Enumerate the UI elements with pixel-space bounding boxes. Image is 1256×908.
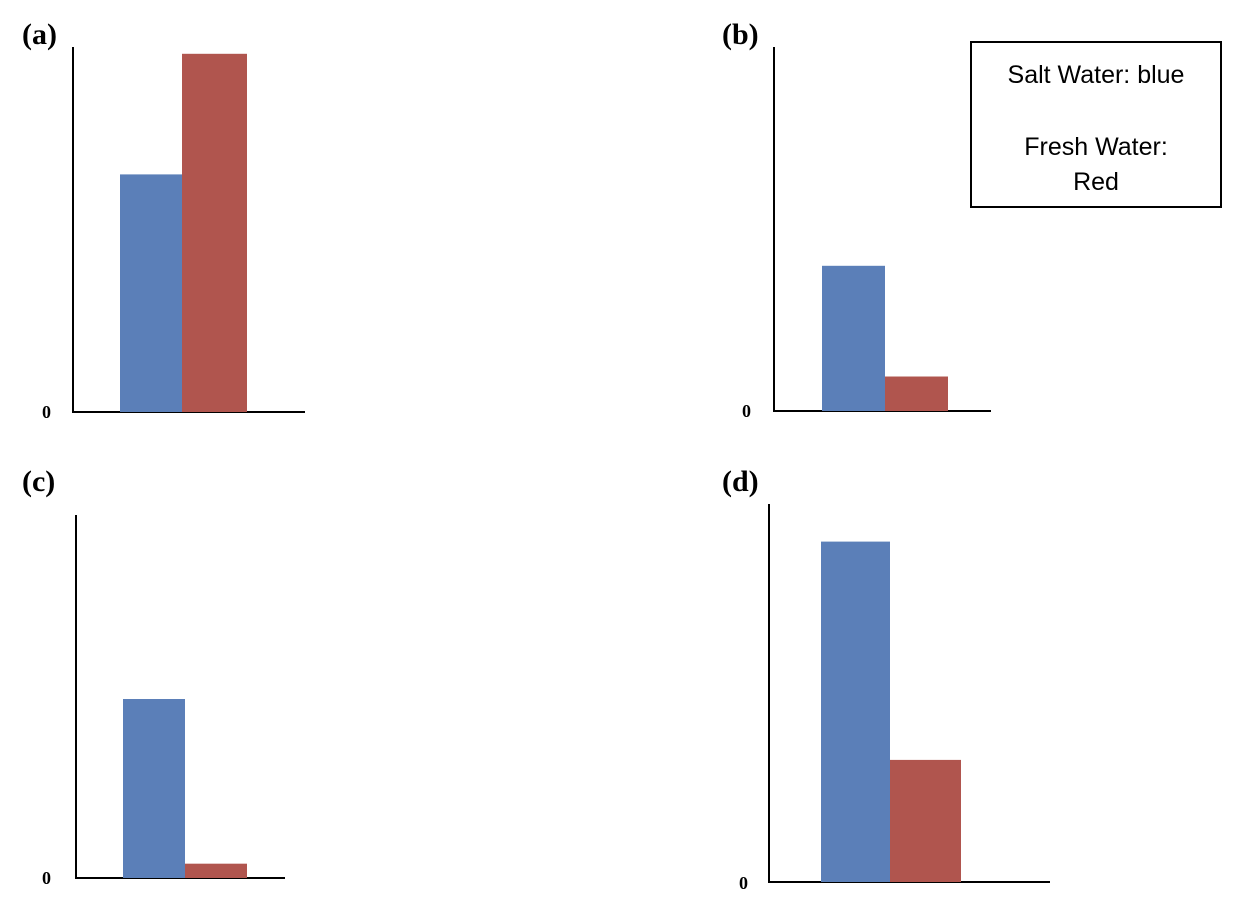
panel-label-c: (c) xyxy=(22,465,55,498)
panel-label-a: (a) xyxy=(22,18,57,51)
zero-tick-label-c: 0 xyxy=(42,868,51,888)
panel-label-b: (b) xyxy=(722,18,759,51)
panel-label-d: (d) xyxy=(722,465,759,498)
bar-d-fresh-water xyxy=(890,759,961,882)
bar-b-salt-water xyxy=(822,265,885,411)
panel-b: (b) 0 xyxy=(722,18,991,421)
legend-salt-water: Salt Water: blue xyxy=(1007,61,1185,89)
zero-tick-label-b: 0 xyxy=(742,401,751,421)
bars-b xyxy=(822,265,948,411)
bars-c xyxy=(123,699,247,878)
legend-fresh-water: Fresh Water: Red xyxy=(972,130,1220,200)
legend-fresh-water-line2: Red xyxy=(1073,168,1119,196)
bars-d xyxy=(821,541,961,882)
panel-d: (d) 0 xyxy=(722,465,1050,893)
bar-a-fresh-water xyxy=(182,53,247,413)
bars-a xyxy=(120,53,247,413)
bar-c-salt-water xyxy=(123,699,185,878)
legend-fresh-water-line1: Fresh Water: xyxy=(1024,133,1168,161)
bar-d-salt-water xyxy=(821,541,890,882)
zero-tick-label-d: 0 xyxy=(739,873,748,893)
bar-a-salt-water xyxy=(120,174,182,412)
panel-a: (a) 0 xyxy=(22,18,305,422)
legend: Salt Water: blue Fresh Water: Red xyxy=(970,41,1222,208)
panel-c: (c) 0 xyxy=(22,465,285,888)
bar-b-fresh-water xyxy=(885,376,948,411)
bar-c-fresh-water xyxy=(185,863,247,878)
zero-tick-label-a: 0 xyxy=(42,402,51,422)
